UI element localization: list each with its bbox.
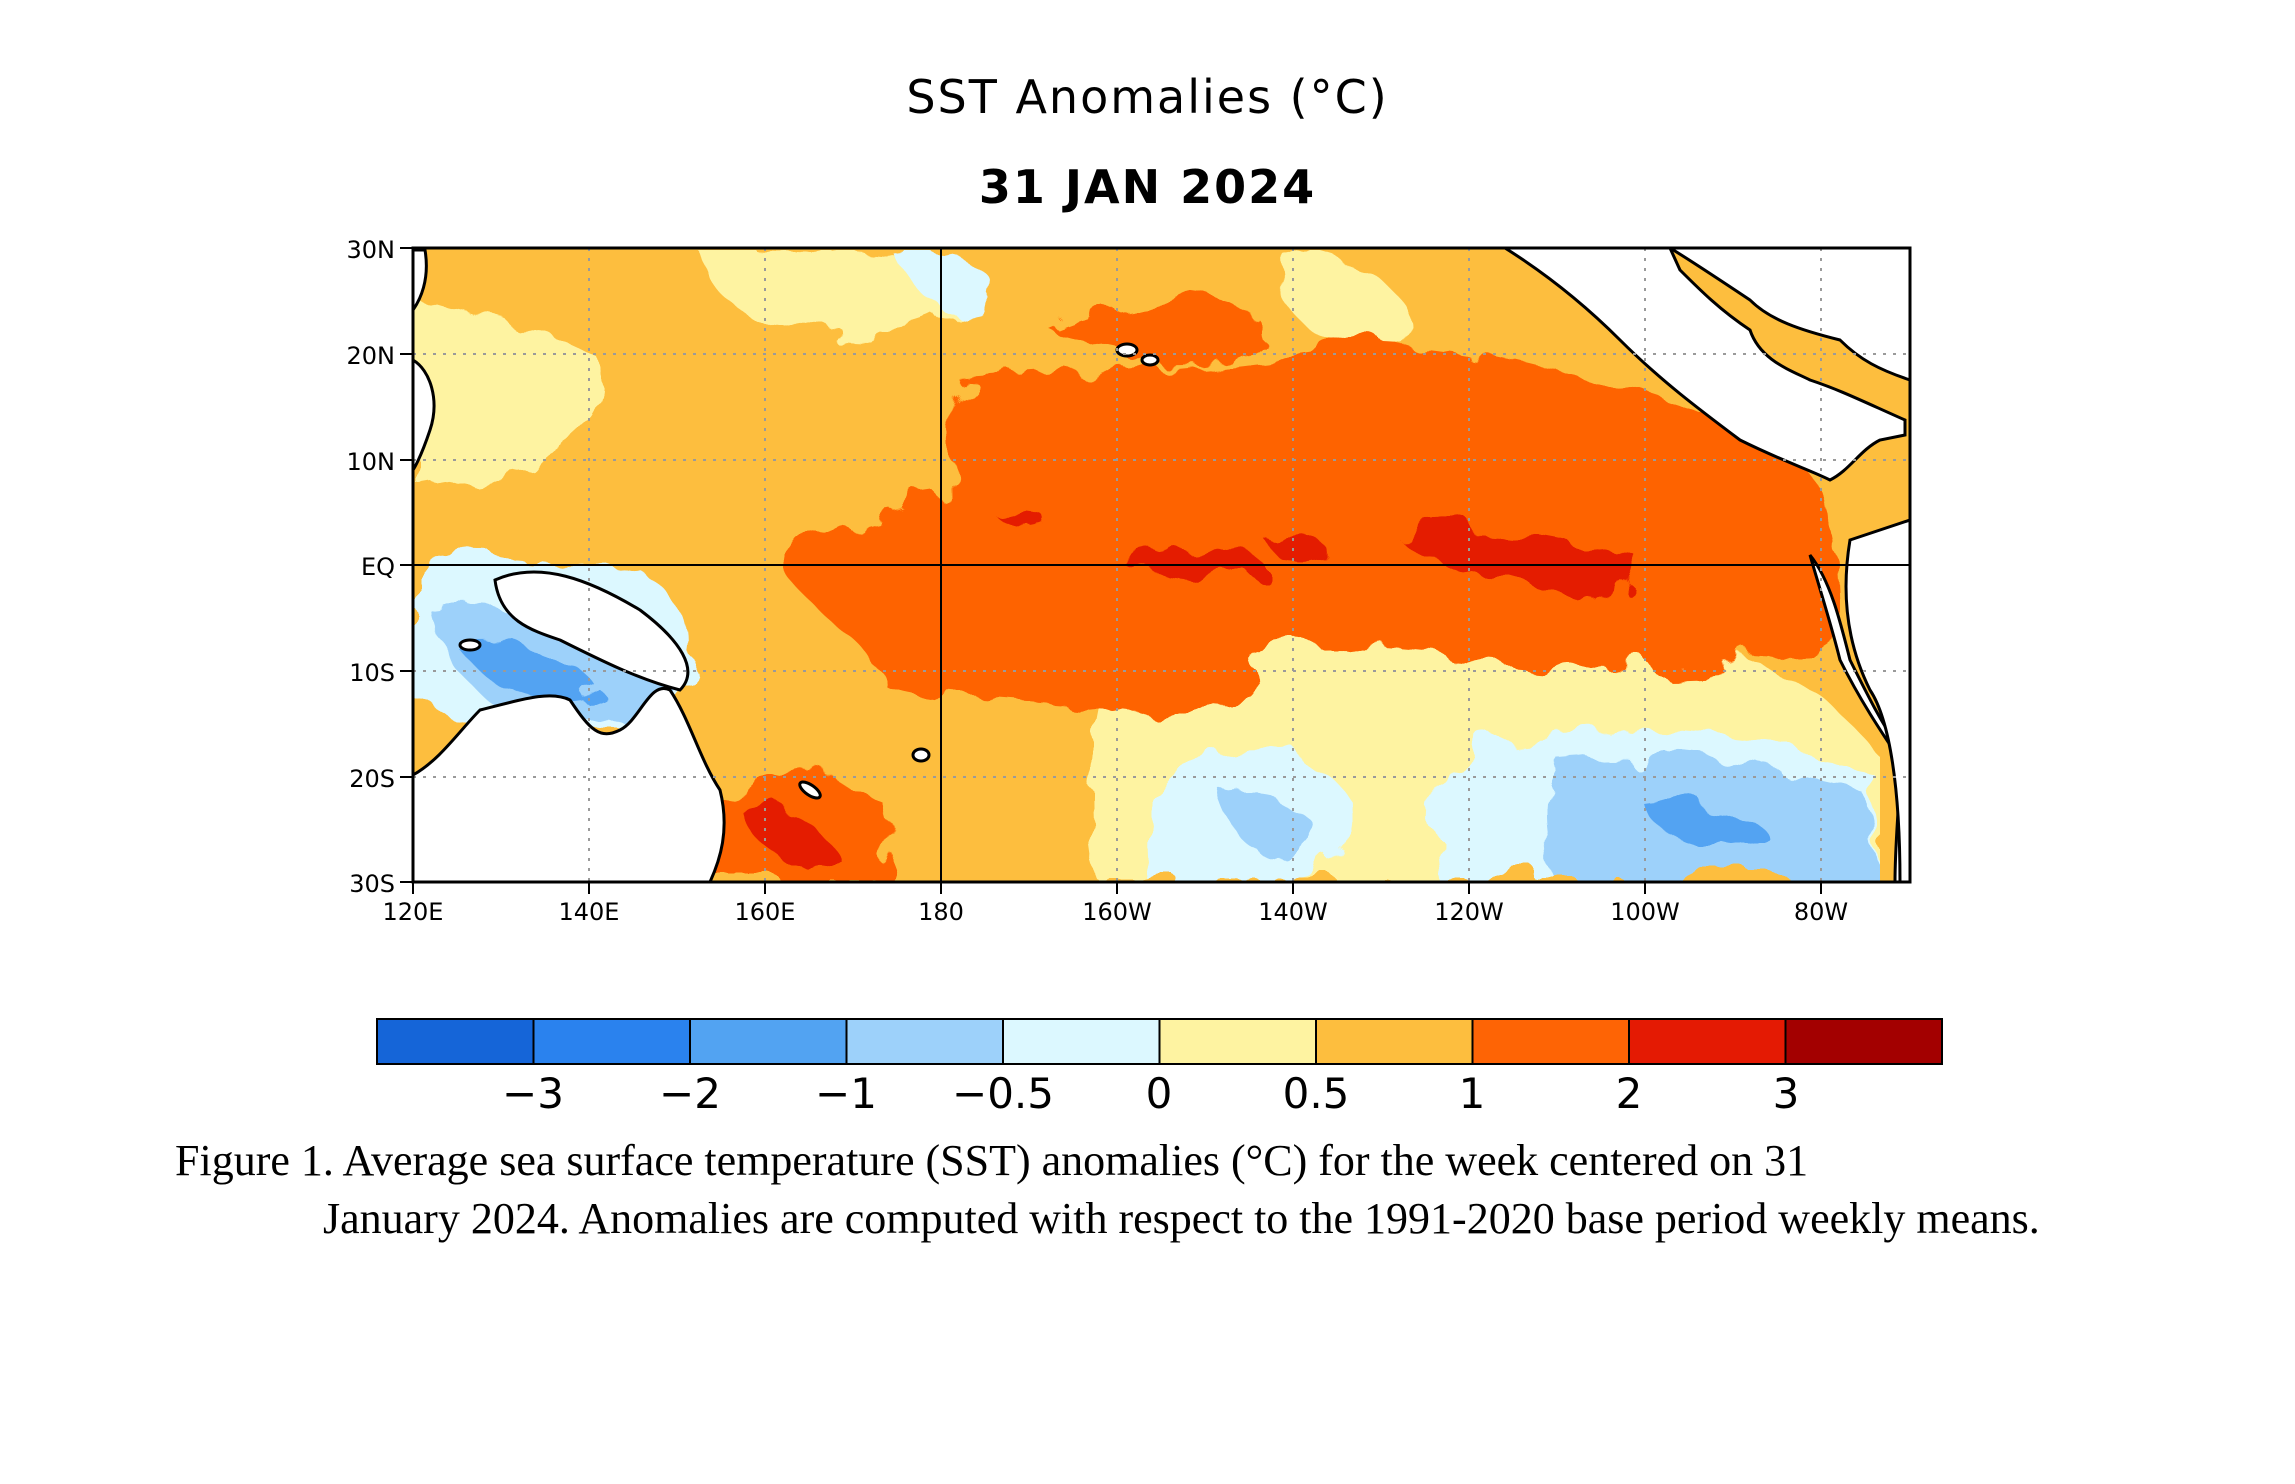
- chart-date: 31 JAN 2024: [978, 160, 1317, 214]
- colorbar-label: −2: [659, 1069, 721, 1118]
- lon-ticks: [412, 882, 1822, 894]
- colorbar-label: 3: [1773, 1069, 1800, 1118]
- lat-label: EQ: [361, 553, 395, 581]
- lon-label: 140W: [1258, 898, 1328, 926]
- lon-label: 160E: [735, 898, 796, 926]
- figure-caption: Figure 1. Average sea surface temperatur…: [175, 1132, 2075, 1248]
- colorbar-label: −3: [502, 1069, 564, 1118]
- lon-axis-labels: 120E 140E 160E 180 160W 140W 120W 100W 8…: [383, 898, 1849, 926]
- lon-label: 120W: [1434, 898, 1504, 926]
- caption-continuation: January 2024. Anomalies are computed wit…: [323, 1194, 2040, 1243]
- lat-label: 10N: [347, 448, 396, 476]
- lon-label: 140E: [559, 898, 620, 926]
- lon-label: 180: [918, 898, 964, 926]
- colorbar-label: −0.5: [952, 1069, 1054, 1118]
- colorbar-segment: [376, 1018, 535, 1065]
- lat-label: 10S: [349, 659, 395, 687]
- lon-label: 80W: [1794, 898, 1848, 926]
- lon-label: 120E: [383, 898, 444, 926]
- colorbar-segment: [1628, 1018, 1787, 1065]
- colorbar-segment: [1471, 1018, 1630, 1065]
- lat-label: 30N: [347, 236, 396, 264]
- colorbar-label: 0.5: [1283, 1069, 1350, 1118]
- lat-label: 30S: [349, 870, 395, 898]
- lat-axis-labels: 30N 20N 10N EQ 10S 20S 30S: [347, 236, 396, 898]
- colorbar: [376, 1018, 1943, 1065]
- lat-ticks: [400, 247, 413, 883]
- lon-label: 160W: [1082, 898, 1152, 926]
- colorbar-label: 0: [1146, 1069, 1173, 1118]
- colorbar-segment: [1784, 1018, 1943, 1065]
- colorbar-label: 1: [1459, 1069, 1486, 1118]
- caption-line-1: Figure 1. Average sea surface temperatur…: [175, 1136, 1809, 1185]
- colorbar-segment: [532, 1018, 691, 1065]
- lon-label: 100W: [1610, 898, 1680, 926]
- colorbar-segment: [1002, 1018, 1161, 1065]
- colorbar-segment: [1315, 1018, 1474, 1065]
- colorbar-segment: [689, 1018, 848, 1065]
- colorbar-segment: [1158, 1018, 1317, 1065]
- chart-title: SST Anomalies (°C): [906, 70, 1389, 124]
- reference-lines: [413, 248, 1910, 882]
- lat-label: 20S: [349, 765, 395, 793]
- colorbar-segment: [845, 1018, 1004, 1065]
- colorbar-labels: −3 −2 −1 −0.5 0 0.5 1 2 3: [502, 1069, 1799, 1118]
- colorbar-label: 2: [1616, 1069, 1643, 1118]
- land-masses: [413, 248, 1910, 882]
- lat-label: 20N: [347, 342, 396, 370]
- colorbar-label: −1: [815, 1069, 877, 1118]
